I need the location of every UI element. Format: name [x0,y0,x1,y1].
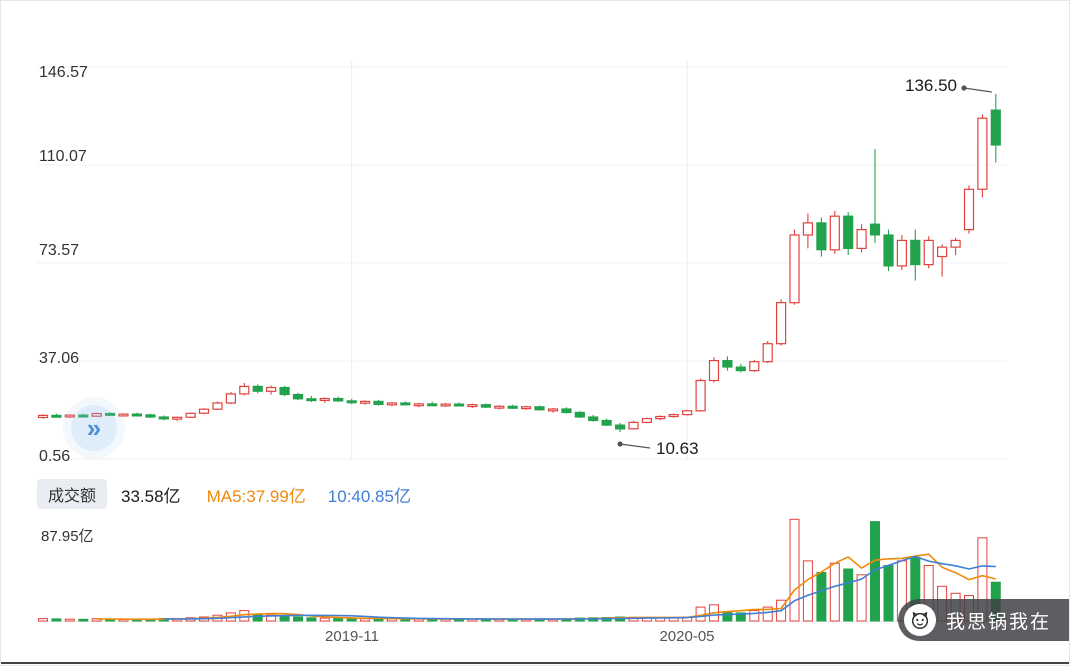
date-axis-tick: 2019-11 [325,628,379,645]
price-axis-tick: 37.06 [39,350,80,367]
price-axis-tick: 146.57 [39,64,88,81]
watermark-badge: 我思锅我在 [897,599,1069,641]
watermark-text: 我思锅我在 [945,611,1051,633]
watermark-logo-icon [903,604,936,636]
price-axis-tick: 110.07 [39,148,87,165]
price-axis-tick: 0.56 [39,448,71,465]
turnover-value: 33.58亿 [121,486,181,506]
volume-axis-max-label: 87.95亿 [41,528,94,545]
volume-legend: 成交额 33.58亿 MA5:37.99亿 10:40.85亿 [37,479,411,509]
expand-chart-button[interactable]: » [71,405,117,451]
date-axis-tick: 2020-05 [659,628,715,645]
turnover-indicator-chip[interactable]: 成交额 [37,479,108,509]
annotation-low-price: 10.63 [656,439,699,458]
ma5-value: MA5:37.99亿 [206,486,306,506]
price-axis-tick: 73.57 [39,242,80,259]
double-chevron-right-icon: » [86,412,102,443]
ma10-value: 10:40.85亿 [327,486,411,506]
annotation-high-price: 136.50 [905,76,957,95]
bottom-divider [1,662,1069,664]
